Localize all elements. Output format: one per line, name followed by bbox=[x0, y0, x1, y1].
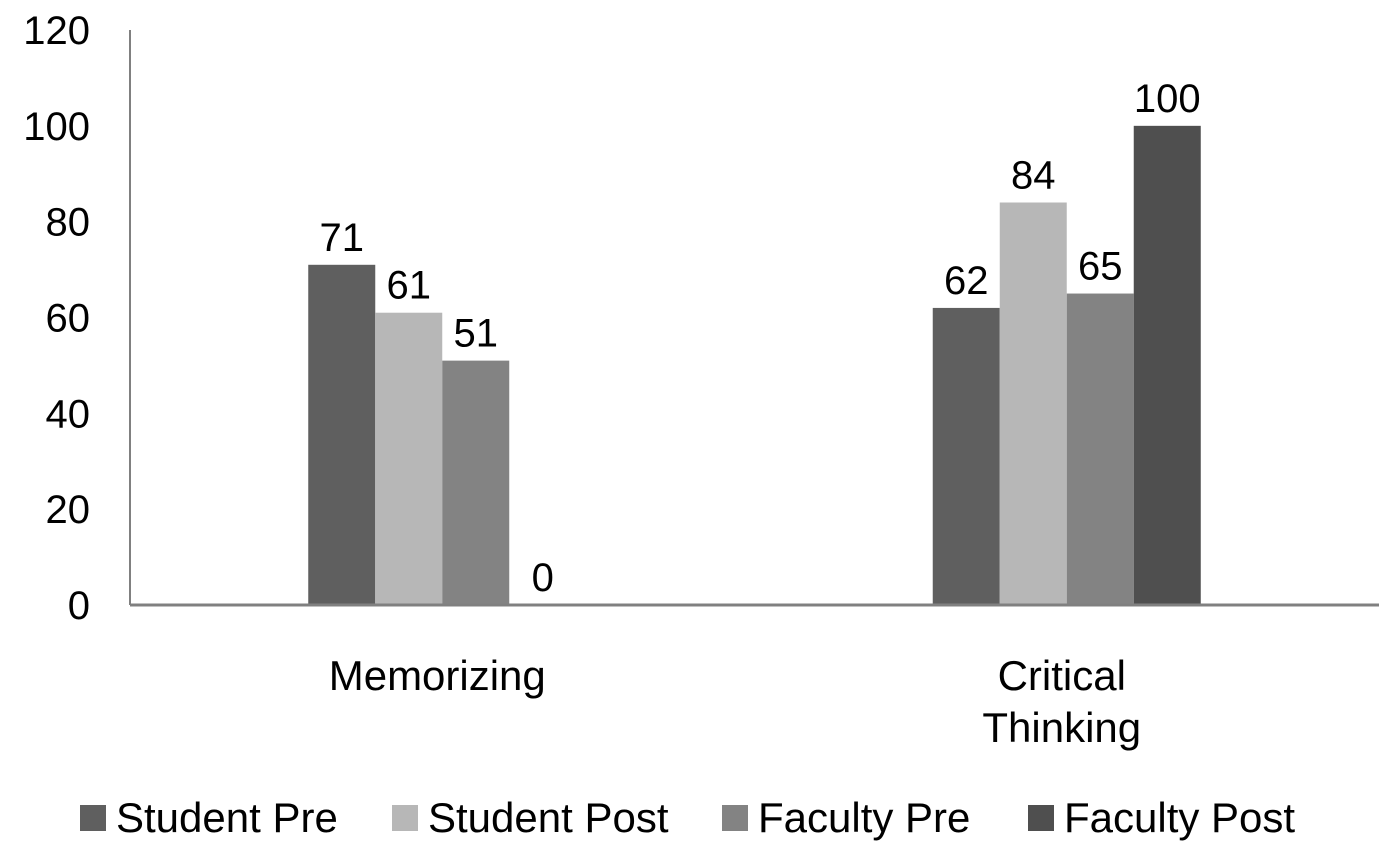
bar-chart: 0 20 40 60 80 100 120 71 61 51 0 62 84 65 100 Memoriz… bbox=[23, 9, 1379, 751]
data-label: 84 bbox=[1011, 154, 1056, 198]
data-label: 61 bbox=[387, 264, 432, 308]
legend-swatch bbox=[80, 805, 106, 831]
legend: Student Pre Student Post Faculty Pre Facult… bbox=[0, 790, 1379, 846]
data-label: 65 bbox=[1078, 245, 1123, 289]
legend-swatch bbox=[1028, 805, 1054, 831]
bar bbox=[1133, 125, 1201, 605]
bar bbox=[375, 312, 443, 605]
legend-label: Faculty Pre bbox=[758, 794, 971, 841]
x-category-label: Memorizing bbox=[329, 652, 546, 699]
bar bbox=[308, 264, 376, 605]
y-tick-label: 40 bbox=[46, 392, 91, 436]
legend-item: Student Pre bbox=[80, 790, 338, 846]
x-category-label-line: Critical bbox=[998, 652, 1126, 699]
data-label: 71 bbox=[320, 216, 365, 260]
legend-item: Faculty Pre bbox=[722, 790, 970, 846]
y-tick-label: 80 bbox=[46, 201, 91, 245]
x-category-label-line: Memorizing bbox=[329, 652, 546, 699]
bar bbox=[999, 202, 1067, 605]
data-label: 100 bbox=[1134, 77, 1201, 121]
data-labels: 71 61 51 0 62 84 65 100 bbox=[320, 77, 1201, 600]
y-tick-label: 20 bbox=[46, 488, 91, 532]
bar bbox=[442, 360, 510, 605]
y-tick-label: 60 bbox=[46, 297, 91, 341]
x-category-label-line: Thinking bbox=[982, 704, 1141, 751]
y-tick-label: 0 bbox=[68, 584, 90, 628]
y-tick-label: 120 bbox=[23, 9, 90, 53]
bar bbox=[1066, 293, 1134, 605]
data-label: 62 bbox=[944, 259, 989, 303]
legend-label: Faculty Post bbox=[1064, 794, 1296, 841]
legend-swatch bbox=[722, 805, 748, 831]
data-label: 0 bbox=[532, 556, 554, 600]
x-category-label: Critical Thinking bbox=[982, 652, 1141, 751]
legend-label: Student Post bbox=[428, 794, 669, 841]
legend-item: Faculty Post bbox=[1028, 790, 1295, 846]
bar bbox=[932, 307, 1000, 605]
y-tick-label: 100 bbox=[23, 105, 90, 149]
legend-item: Student Post bbox=[392, 790, 669, 846]
y-axis-ticks: 0 20 40 60 80 100 120 bbox=[23, 9, 90, 628]
bars bbox=[308, 125, 1201, 605]
legend-label: Student Pre bbox=[116, 794, 338, 841]
x-axis-category-labels: Memorizing Critical Thinking bbox=[329, 652, 1141, 751]
legend-swatch bbox=[392, 805, 418, 831]
data-label: 51 bbox=[454, 312, 499, 356]
